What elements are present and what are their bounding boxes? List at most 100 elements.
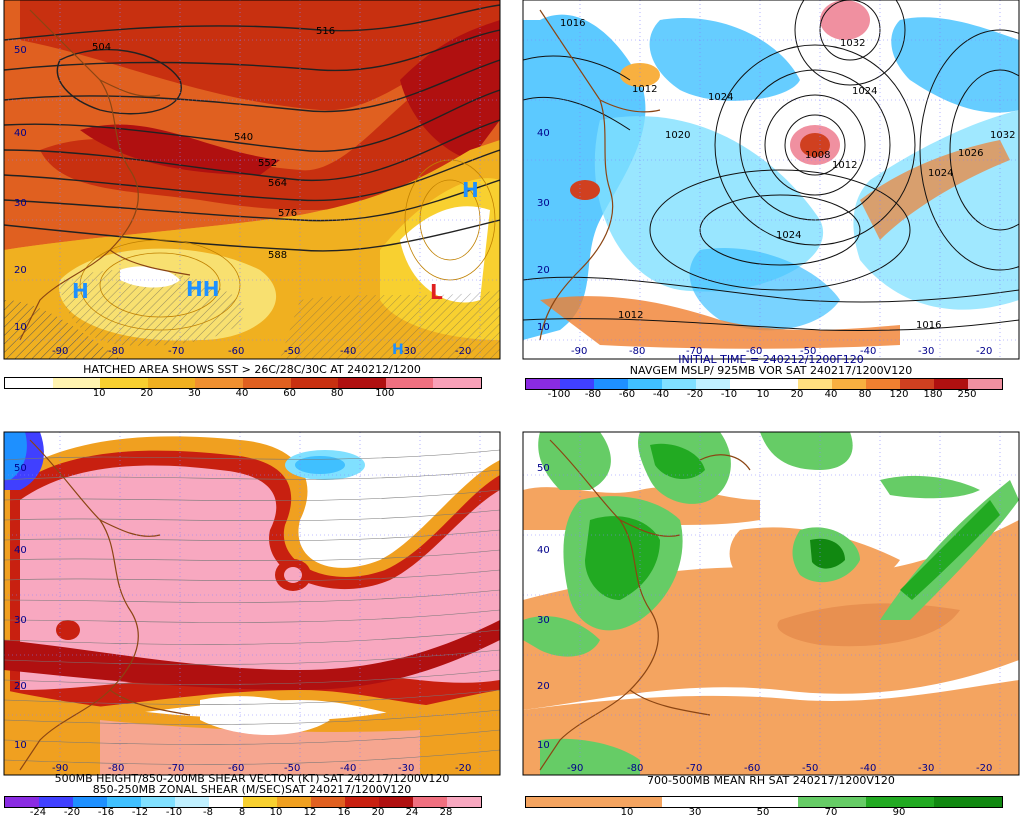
lon-label: -40 xyxy=(340,346,357,357)
color-bar-segment xyxy=(866,379,900,389)
lon-label: -80 xyxy=(108,346,125,357)
color-bar-tick-label: 80 xyxy=(330,388,344,399)
color-bar-segment xyxy=(594,797,662,807)
color-bar-tick-label: -20 xyxy=(63,807,81,818)
lat-label: 10 xyxy=(14,740,27,751)
lon-label: -50 xyxy=(800,346,817,357)
lon-label: -60 xyxy=(746,346,763,357)
color-bar-tick-label: -10 xyxy=(720,389,738,400)
lon-label: -70 xyxy=(168,763,185,774)
color-bar-tick-label: 30 xyxy=(688,807,702,818)
color-bar-segment xyxy=(5,797,39,807)
panel-tl-map xyxy=(4,0,500,359)
lon-label: -90 xyxy=(571,346,588,357)
color-bar-tick-label: -80 xyxy=(584,389,602,400)
color-bar-segment xyxy=(141,797,175,807)
contour-label: 552 xyxy=(258,158,278,169)
color-bar-tick-label: 20 xyxy=(790,389,804,400)
lat-label: 50 xyxy=(537,463,550,474)
panel-caption-line1: 500MB HEIGHT/850-200MB SHEAR VECTOR (KT)… xyxy=(54,772,450,785)
color-bar-segment xyxy=(100,378,148,388)
color-bar-segment xyxy=(277,797,311,807)
color-bar-segment xyxy=(934,379,968,389)
color-bar-tick-label: -10 xyxy=(165,807,183,818)
lon-label: -80 xyxy=(108,763,125,774)
color-bar-segment xyxy=(209,797,243,807)
lat-label: 50 xyxy=(14,45,27,56)
color-bar-segment xyxy=(413,797,447,807)
lon-label: -20 xyxy=(976,763,993,774)
lon-label: -30 xyxy=(918,763,935,774)
lat-label: 40 xyxy=(14,545,27,556)
lon-label: -80 xyxy=(629,346,646,357)
color-bar-segment xyxy=(385,378,434,388)
color-bar-tick-label: 28 xyxy=(439,807,453,818)
contour-label: 1012 xyxy=(632,84,658,95)
low-pressure-marker: L xyxy=(430,280,443,304)
color-bar-segment xyxy=(900,379,934,389)
lon-label: -70 xyxy=(686,763,703,774)
color-bar-tick-label: 10 xyxy=(92,388,106,399)
panel-bl-map xyxy=(4,432,500,775)
lon-label: -50 xyxy=(802,763,819,774)
color-bar xyxy=(525,378,1003,390)
lat-label: 50 xyxy=(14,463,27,474)
color-bar-tick-label: -20 xyxy=(686,389,704,400)
color-bar-tick-label: 16 xyxy=(337,807,351,818)
contour-label: 1008 xyxy=(805,150,831,161)
contour-label: 1032 xyxy=(840,38,866,49)
lon-label: -20 xyxy=(455,763,472,774)
color-bar-segment xyxy=(628,379,662,389)
color-bar-tick-label: 40 xyxy=(824,389,838,400)
contour-label: 1024 xyxy=(776,230,802,241)
color-bar-tick-label: 80 xyxy=(858,389,872,400)
color-bar-tick-label: 120 xyxy=(889,389,909,400)
color-bar-tick-label: 70 xyxy=(824,807,838,818)
color-bar-tick-label: 30 xyxy=(188,388,201,399)
lon-label: -20 xyxy=(455,346,472,357)
lat-label: 20 xyxy=(537,681,550,692)
color-bar-tick-label: 20 xyxy=(371,807,385,818)
high-pressure-marker: HH xyxy=(186,277,220,301)
color-bar-tick-label: 10 xyxy=(620,807,634,818)
lon-label: -80 xyxy=(627,763,644,774)
color-bar xyxy=(4,377,482,389)
lat-label: 30 xyxy=(14,615,27,626)
color-bar-segment xyxy=(379,797,413,807)
lat-label: 20 xyxy=(14,265,27,276)
color-bar-segment xyxy=(290,378,339,388)
color-bar-tick-label: 20 xyxy=(140,388,154,399)
lon-label: -40 xyxy=(860,763,877,774)
color-bar-segment xyxy=(832,379,866,389)
color-bar-tick-label: 100 xyxy=(375,388,395,399)
color-bar-segment xyxy=(175,797,209,807)
lon-label: -30 xyxy=(918,346,935,357)
lat-label: 20 xyxy=(537,265,550,276)
color-bar-tick-label: -16 xyxy=(97,807,115,818)
lon-label: -50 xyxy=(284,763,301,774)
high-pressure-marker: H xyxy=(72,279,89,303)
color-bar-segment xyxy=(968,379,1002,389)
color-bar-segment xyxy=(662,797,730,807)
lat-label: 30 xyxy=(14,198,27,209)
panel-caption-line2: 850-250MB ZONAL SHEAR (M/SEC)SAT 240217/… xyxy=(92,783,412,796)
contour-label: 1024 xyxy=(708,92,734,103)
color-bar-segment xyxy=(662,379,696,389)
contour-label: 1020 xyxy=(665,130,691,141)
color-bar-tick-label: 12 xyxy=(303,807,317,818)
color-bar-segment xyxy=(73,797,107,807)
contour-label: 504 xyxy=(92,42,112,53)
lon-label: -40 xyxy=(340,763,357,774)
color-bar-segment xyxy=(311,797,345,807)
color-bar-tick-label: 60 xyxy=(283,388,296,399)
color-bar-tick-label: 10 xyxy=(269,807,283,818)
lon-label: -90 xyxy=(567,763,584,774)
color-bar-segment xyxy=(526,797,594,807)
panel-caption-line2: NAVGEM MSLP/ 925MB VOR SAT 240217/1200V1… xyxy=(629,364,913,377)
contour-label: 564 xyxy=(268,178,288,189)
lat-label: 20 xyxy=(14,681,27,692)
color-bar-segment xyxy=(594,379,628,389)
contour-label: 588 xyxy=(268,250,288,261)
color-bar-tick-label: 180 xyxy=(923,389,943,400)
color-bar-segment xyxy=(107,797,141,807)
